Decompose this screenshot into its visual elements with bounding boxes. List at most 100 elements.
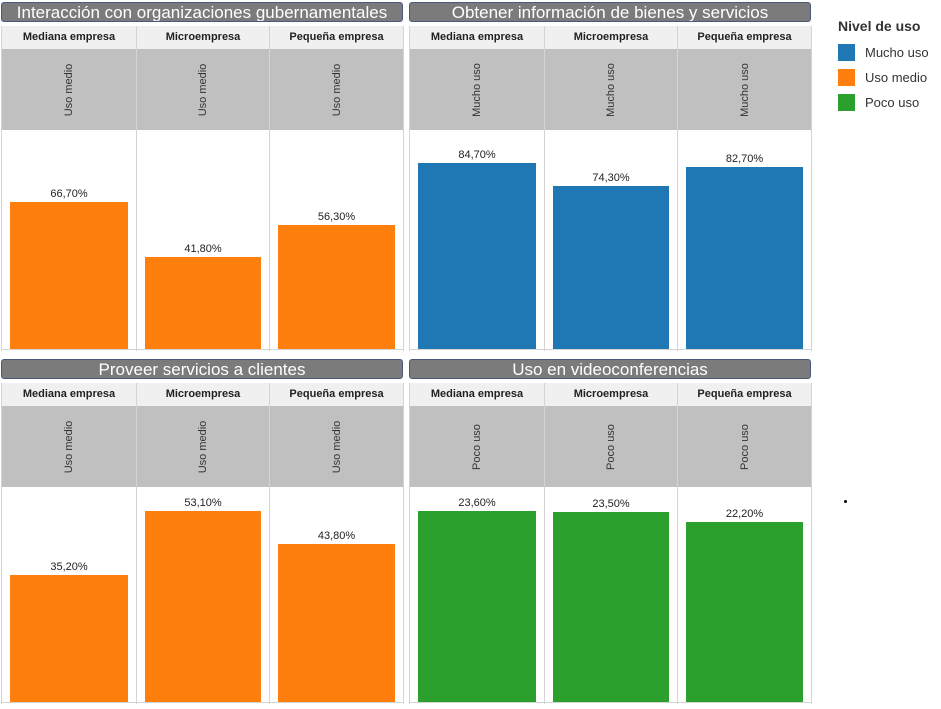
chart-panel: Interacción con organizaciones gubername… (1, 2, 404, 351)
category-column-peque-a-empresa: Pequeña empresa Uso medio 43,80% (270, 383, 404, 704)
bar-plot-area: 82,70% (678, 130, 811, 350)
bar-plot-area: 23,60% (410, 487, 544, 703)
legend-swatch-mucho-uso (838, 44, 855, 61)
legend-swatch-poco-uso (838, 94, 855, 111)
chart-title: Proveer servicios a clientes (1, 359, 403, 379)
category-label: Mediana empresa (2, 383, 136, 406)
category-column-peque-a-empresa: Pequeña empresa Uso medio 56,30% (270, 26, 404, 351)
legend-item-mucho-uso[interactable]: Mucho uso (838, 42, 929, 63)
category-column-mediana-empresa: Mediana empresa Poco uso 23,60% (410, 383, 545, 704)
usage-level-cell: Mucho uso (545, 49, 677, 130)
usage-level-label: Uso medio (63, 420, 75, 473)
legend-swatch-uso-medio (838, 69, 855, 86)
category-column-mediana-empresa: Mediana empresa Mucho uso 84,70% (410, 26, 545, 351)
bar-value-label: 43,80% (317, 530, 356, 542)
category-column-mediana-empresa: Mediana empresa Uso medio 66,70% (2, 26, 137, 351)
chart-grid: Mediana empresa Mucho uso 84,70% Microempre… (409, 26, 812, 351)
legend-item-uso-medio[interactable]: Uso medio (838, 67, 929, 88)
bar[interactable] (10, 575, 128, 702)
usage-level-label: Mucho uso (605, 62, 617, 117)
legend-title: Nivel de uso (838, 18, 921, 34)
usage-level-cell: Uso medio (270, 49, 403, 130)
category-label: Microempresa (137, 383, 269, 406)
bar[interactable] (145, 511, 261, 702)
category-label: Pequeña empresa (678, 26, 811, 49)
usage-level-cell: Poco uso (410, 406, 544, 487)
bar-plot-area: 74,30% (545, 130, 677, 350)
chart-panel: Uso en videoconferencias Mediana empresa P… (409, 359, 812, 704)
usage-level-cell: Uso medio (137, 406, 269, 487)
usage-level-cell: Poco uso (678, 406, 811, 487)
bar[interactable] (278, 225, 395, 349)
bar-plot-area: 23,50% (545, 487, 677, 703)
usage-level-label: Poco uso (738, 423, 751, 470)
bar[interactable] (278, 544, 395, 702)
usage-level-cell: Mucho uso (410, 49, 544, 130)
chart-panel: Proveer servicios a clientes Mediana empr… (1, 359, 404, 704)
bar[interactable] (418, 511, 536, 702)
usage-level-label: Uso medio (197, 63, 209, 116)
category-column-microempresa: Microempresa Mucho uso 74,30% (545, 26, 678, 351)
category-label: Microempresa (137, 26, 269, 49)
legend-item-poco-uso[interactable]: Poco uso (838, 92, 929, 113)
usage-level-label: Mucho uso (738, 62, 751, 117)
bar-plot-area: 66,70% (2, 130, 136, 350)
category-column-mediana-empresa: Mediana empresa Uso medio 35,20% (2, 383, 137, 704)
bar[interactable] (10, 202, 128, 349)
bar[interactable] (686, 167, 803, 349)
bar-value-label: 53,10% (184, 497, 222, 509)
category-label: Mediana empresa (2, 26, 136, 49)
category-label: Mediana empresa (410, 383, 544, 406)
usage-level-cell: Uso medio (137, 49, 269, 130)
legend: Nivel de uso Mucho uso Uso medio Poco us… (838, 18, 929, 117)
chart-grid: Mediana empresa Poco uso 23,60% Microempres… (409, 383, 812, 704)
bar-value-label: 22,20% (725, 508, 764, 520)
category-label: Pequeña empresa (270, 383, 403, 406)
usage-level-label: Uso medio (197, 420, 209, 473)
bar-plot-area: 41,80% (137, 130, 269, 350)
usage-level-cell: Uso medio (270, 406, 403, 487)
bar[interactable] (553, 186, 669, 349)
category-column-microempresa: Microempresa Uso medio 41,80% (137, 26, 270, 351)
bar-value-label: 56,30% (317, 211, 356, 223)
chart-title: Obtener información de bienes y servicio… (409, 2, 811, 22)
chart-title: Interacción con organizaciones gubername… (1, 2, 403, 22)
usage-level-label: Poco uso (471, 423, 483, 470)
usage-level-label: Uso medio (63, 63, 75, 116)
bar-plot-area: 22,20% (678, 487, 811, 703)
legend-label-poco-uso: Poco uso (865, 95, 920, 110)
bar-plot-area: 35,20% (2, 487, 136, 703)
bar[interactable] (145, 257, 261, 349)
bar-value-label: 23,50% (592, 498, 630, 510)
usage-level-label: Mucho uso (471, 62, 483, 117)
usage-level-cell: Poco uso (545, 406, 677, 487)
chart-grid: Mediana empresa Uso medio 35,20% Microempre… (1, 383, 404, 704)
category-label: Pequeña empresa (678, 383, 811, 406)
usage-level-label: Uso medio (330, 420, 343, 473)
usage-level-cell: Mucho uso (678, 49, 811, 130)
usage-level-cell: Uso medio (2, 49, 136, 130)
bar-plot-area: 56,30% (270, 130, 403, 350)
chart-panel: Obtener información de bienes y servicio… (409, 2, 812, 351)
bar[interactable] (686, 522, 803, 702)
bar[interactable] (418, 163, 536, 349)
category-column-peque-a-empresa: Pequeña empresa Mucho uso 82,70% (678, 26, 812, 351)
bar-value-label: 35,20% (50, 561, 88, 573)
category-label: Microempresa (545, 383, 677, 406)
bar-value-label: 41,80% (184, 243, 222, 255)
bar-value-label: 23,60% (458, 497, 496, 509)
category-label: Pequeña empresa (270, 26, 403, 49)
category-column-microempresa: Microempresa Uso medio 53,10% (137, 383, 270, 704)
usage-level-label: Uso medio (330, 63, 343, 116)
bar[interactable] (553, 512, 669, 702)
bar-value-label: 74,30% (592, 172, 630, 184)
bar-value-label: 84,70% (458, 149, 496, 161)
usage-level-label: Poco uso (605, 423, 617, 470)
stray-dot (844, 500, 847, 503)
category-label: Microempresa (545, 26, 677, 49)
legend-label-mucho-uso: Mucho uso (865, 45, 929, 60)
chart-grid: Mediana empresa Uso medio 66,70% Microempre… (1, 26, 404, 351)
bar-value-label: 66,70% (50, 188, 88, 200)
bar-plot-area: 53,10% (137, 487, 269, 703)
bar-plot-area: 84,70% (410, 130, 544, 350)
